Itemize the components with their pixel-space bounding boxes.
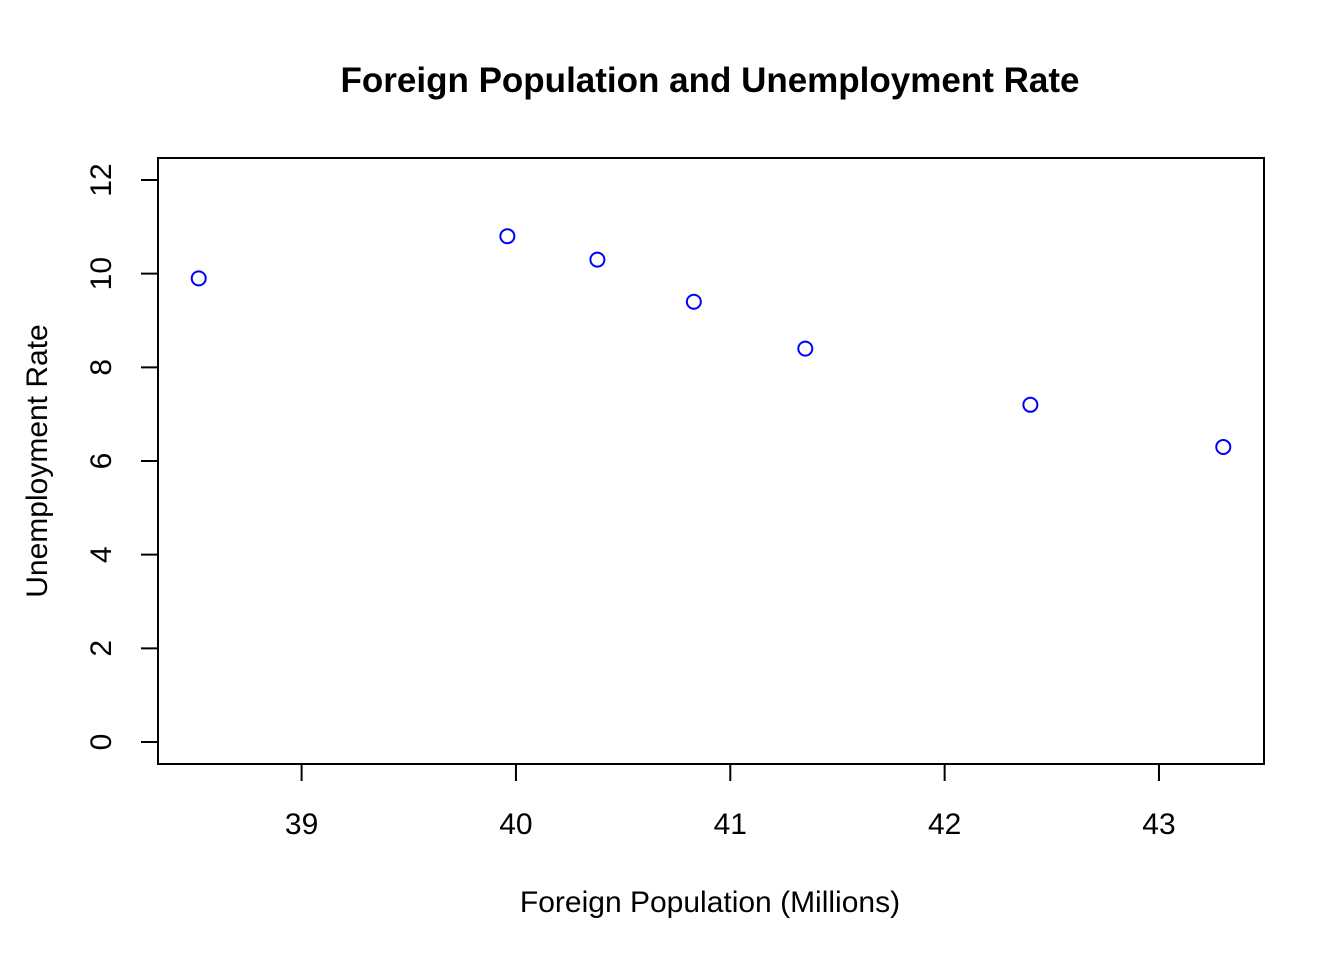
scatter-point xyxy=(1215,438,1232,455)
x-axis-label: Foreign Population (Millions) xyxy=(520,886,900,919)
x-tick-label: 41 xyxy=(714,808,747,841)
plot-area-frame xyxy=(157,157,1265,765)
chart-title: Foreign Population and Unemployment Rate xyxy=(341,61,1080,100)
y-tick-label: 6 xyxy=(85,453,118,470)
x-tick-label: 43 xyxy=(1142,808,1175,841)
y-tick-label: 4 xyxy=(85,546,118,563)
x-tick-label: 42 xyxy=(928,808,961,841)
y-axis: 0 2 4 6 8 10 12 xyxy=(85,163,159,751)
x-axis: 39 40 41 42 43 xyxy=(285,763,1176,841)
scatter-point xyxy=(797,340,814,357)
scatter-point xyxy=(190,270,207,287)
scatter-point xyxy=(499,228,516,245)
y-tick-label: 0 xyxy=(85,734,118,751)
scatter-point xyxy=(685,293,702,310)
x-tick-label: 40 xyxy=(499,808,532,841)
data-points xyxy=(190,228,1232,455)
y-tick-label: 12 xyxy=(85,163,118,196)
y-tick-label: 8 xyxy=(85,359,118,376)
y-tick-label: 10 xyxy=(85,257,118,290)
scatter-point xyxy=(1022,396,1039,413)
x-tick-label: 39 xyxy=(285,808,318,841)
y-axis-label: Unemployment Rate xyxy=(21,324,54,597)
y-tick-label: 2 xyxy=(85,640,118,657)
scatter-point xyxy=(589,251,606,268)
